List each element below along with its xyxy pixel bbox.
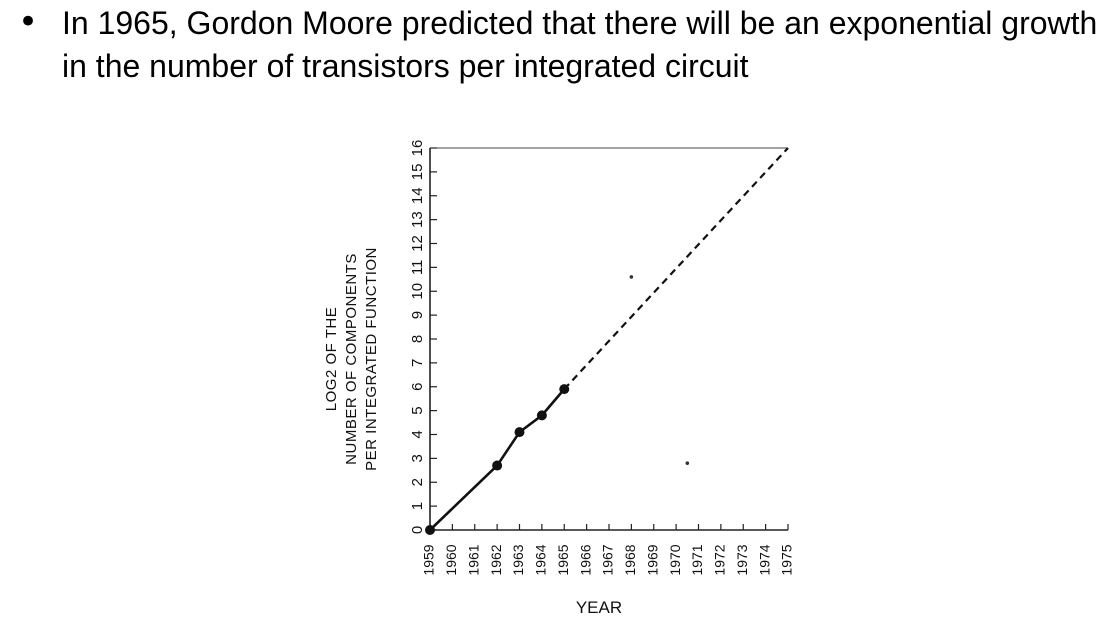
y-axis-title-line: LOG2 OF THE	[323, 307, 340, 411]
y-tick-label: 15	[409, 164, 426, 181]
data-point	[425, 525, 435, 535]
x-tick-label: 1967	[600, 544, 616, 575]
x-tick-label: 1960	[443, 544, 459, 575]
bullet-text: In 1965, Gordon Moore predicted that the…	[62, 5, 1098, 84]
y-tick-label: 12	[409, 235, 426, 252]
x-tick-label: 1974	[756, 544, 772, 575]
y-tick-label: 7	[409, 359, 426, 367]
x-tick-label: 1963	[510, 544, 526, 575]
y-tick-label: 2	[409, 478, 426, 486]
x-tick-label: 1970	[667, 544, 683, 575]
x-tick-label: 1971	[689, 544, 705, 575]
data-point	[536, 410, 547, 421]
projection-line-dashed	[563, 147, 789, 390]
x-axis-title: YEAR	[576, 598, 622, 617]
x-tick-label: 1975	[779, 544, 795, 575]
x-tick-label: 1973	[734, 544, 750, 575]
y-tick-label: 6	[409, 383, 426, 391]
data-point	[514, 427, 525, 438]
x-tick-label: 1964	[533, 544, 549, 575]
stray-dot	[685, 461, 690, 465]
y-axis-title-line: NUMBER OF COMPONENTS	[343, 253, 360, 465]
x-tick-label: 1966	[577, 544, 593, 575]
y-tick-label: 5	[409, 406, 426, 414]
y-tick-label: 14	[409, 187, 426, 204]
x-tick-label: 1961	[465, 544, 481, 575]
x-tick-label: 1972	[712, 544, 728, 575]
y-tick-label: 11	[409, 260, 426, 276]
x-tick-label: 1959	[421, 544, 437, 575]
x-tick-label: 1965	[555, 544, 571, 575]
stray-dot	[629, 275, 634, 279]
y-tick-label: 4	[409, 430, 426, 438]
x-tick-label: 1962	[488, 544, 504, 575]
y-tick-label: 10	[409, 283, 426, 300]
data-line-solid	[429, 388, 566, 531]
y-tick-label: 0	[409, 526, 426, 534]
x-tick-label: 1968	[622, 544, 638, 575]
y-tick-label: 9	[409, 311, 426, 319]
y-tick-label: 13	[409, 211, 426, 228]
y-tick-label: 16	[409, 140, 426, 157]
data-point	[492, 460, 503, 471]
bullet-marker: •	[18, 2, 39, 42]
x-tick-label: 1969	[644, 544, 660, 575]
y-tick-label: 3	[409, 454, 426, 462]
y-axis-title-line: PER INTEGRATED FUNCTION	[363, 247, 380, 471]
y-tick-label: 8	[409, 335, 426, 343]
y-tick-label: 1	[409, 502, 426, 510]
